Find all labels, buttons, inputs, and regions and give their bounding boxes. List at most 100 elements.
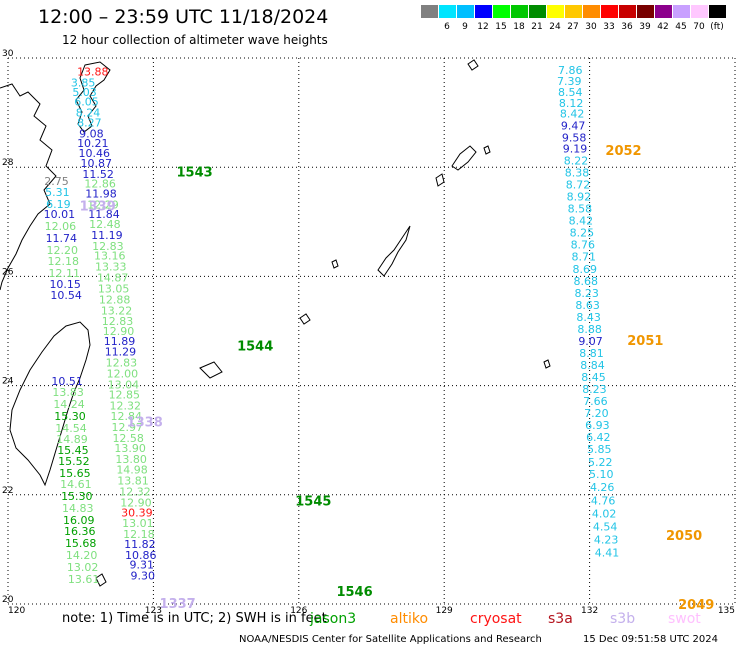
wave-height-value: 12.84 (111, 410, 143, 423)
lon-tick-label: 123 (145, 606, 162, 616)
wave-height-value: 14.54 (55, 422, 87, 435)
legend-label: 42 (657, 22, 669, 32)
wave-height-value: 13.83 (52, 386, 84, 399)
wave-height-value: 8.58 (568, 203, 593, 216)
orbit-pass-label: 2051 (627, 334, 663, 349)
wave-height-value: 13.88 (77, 66, 109, 79)
wave-height-value: 15.45 (57, 444, 89, 457)
wave-height-value: 16.09 (63, 514, 95, 527)
wave-height-value: 11.29 (105, 346, 137, 359)
map-subtitle: 12 hour collection of altimeter wave hei… (62, 33, 328, 47)
legend-swatch (565, 5, 582, 18)
orbit-pass-label: 2050 (666, 529, 702, 544)
legend-swatch (493, 5, 510, 18)
wave-height-value: 10.46 (79, 147, 111, 160)
wave-height-value: 4.41 (595, 547, 620, 560)
wave-height-value: 7.39 (557, 75, 582, 88)
wave-height-value: 12.29 (87, 198, 119, 211)
coastline (0, 59, 551, 587)
wave-height-value: 10.21 (77, 137, 109, 150)
orbit-pass-label: 1338 (127, 416, 163, 431)
legend-label: 6 (444, 22, 450, 32)
wave-height-value: 13.02 (67, 561, 99, 574)
wave-height-value: 8.54 (558, 86, 583, 99)
wave-height-value: 9.31 (130, 559, 155, 572)
wave-height-value: 9.19 (563, 143, 588, 156)
wave-height-value: 4.76 (591, 494, 616, 507)
wave-height-value: 6.93 (585, 419, 610, 432)
lat-tick-label: 30 (2, 49, 14, 59)
wave-height-value: 5.03 (72, 86, 97, 99)
islet-coastline (435, 173, 445, 187)
wave-height-value: 13.05 (98, 282, 130, 295)
satellite-label: s3a (548, 611, 573, 627)
legend-swatch (547, 5, 564, 18)
wave-height-value: 14.24 (53, 398, 85, 411)
satellite-label: jason3 (310, 611, 357, 627)
orbit-pass-label: 2052 (605, 144, 641, 159)
legend-label: 27 (567, 22, 579, 32)
lon-tick-label: 132 (581, 606, 598, 616)
wave-height-value: 9.47 (561, 120, 586, 133)
wave-height-value: 5.31 (45, 186, 70, 199)
wave-height-value: 12.18 (48, 255, 80, 268)
wave-height-value: 9.58 (562, 132, 587, 145)
wave-height-value: 2.75 (44, 175, 69, 188)
wave-height-value: 8.38 (565, 167, 590, 180)
wave-height-value: 11.19 (91, 229, 123, 242)
wave-height-value: 12.32 (119, 486, 151, 499)
legend-swatch (637, 5, 654, 18)
wave-height-value: 12.83 (92, 240, 124, 253)
wave-height-value: 9.08 (79, 127, 104, 140)
lat-tick-label: 22 (2, 486, 13, 496)
satellite-label: s3b (610, 611, 636, 627)
wave-height-value: 8.12 (559, 97, 584, 110)
wave-height-value: 12.20 (47, 244, 79, 257)
wave-height-value: 5.22 (588, 456, 613, 469)
wave-height-value: 14.89 (56, 433, 88, 446)
wave-height-value: 12.90 (103, 325, 135, 338)
wave-height-value: 8.24 (76, 107, 101, 120)
ishigaki-coastline (199, 361, 223, 379)
wave-height-value: 5.85 (587, 443, 612, 456)
legend-swatch (475, 5, 492, 18)
taiwan-coastline (9, 321, 91, 487)
miyako-coastline (299, 313, 311, 325)
wave-height-value: 4.26 (590, 481, 615, 494)
wave-height-value: 15.65 (59, 467, 91, 480)
lat-tick-label: 28 (2, 158, 14, 168)
legend-swatch (655, 5, 672, 18)
wave-height-value: 11.82 (124, 538, 156, 551)
wave-height-value: 12.32 (110, 399, 142, 412)
wave-height-value: 13.01 (122, 517, 154, 530)
wave-height-value: 15.30 (61, 490, 93, 503)
wave-height-value: 13.33 (95, 261, 127, 274)
wave-height-value: 14.61 (60, 478, 92, 491)
orbit-pass-label: 2049 (678, 598, 714, 613)
orbit-pass-label: 1337 (160, 597, 196, 612)
lat-tick-label: 20 (2, 595, 14, 605)
wave-height-value: 13.22 (101, 304, 133, 317)
legend-label: 21 (531, 22, 543, 32)
wave-height-value: 12.58 (112, 432, 144, 445)
wave-height-value: 9.07 (578, 335, 603, 348)
wave-height-value: 8.84 (580, 359, 605, 372)
satellite-label: cryosat (470, 611, 522, 627)
wave-height-value: 8.68 (573, 275, 598, 288)
wave-height-value: 15.68 (65, 537, 97, 550)
islet-coastline (331, 259, 339, 269)
wave-height-readings: 13.883.855.036.058.248.279.0810.2110.461… (44, 64, 620, 586)
wave-height-value: 3.85 (71, 77, 96, 90)
wave-height-value: 13.81 (117, 475, 149, 488)
wave-height-value: 6.42 (586, 431, 611, 444)
wave-height-value: 4.54 (593, 520, 618, 533)
legend-label: 15 (495, 22, 507, 32)
lon-tick-label: 126 (290, 606, 307, 616)
wave-height-value: 6.05 (74, 96, 99, 109)
legend-swatch (619, 5, 636, 18)
legend-label: 39 (639, 22, 651, 32)
legend-label: 36 (621, 22, 633, 32)
wave-height-value: 8.71 (572, 251, 597, 264)
zhoushan-coastline (75, 61, 111, 133)
